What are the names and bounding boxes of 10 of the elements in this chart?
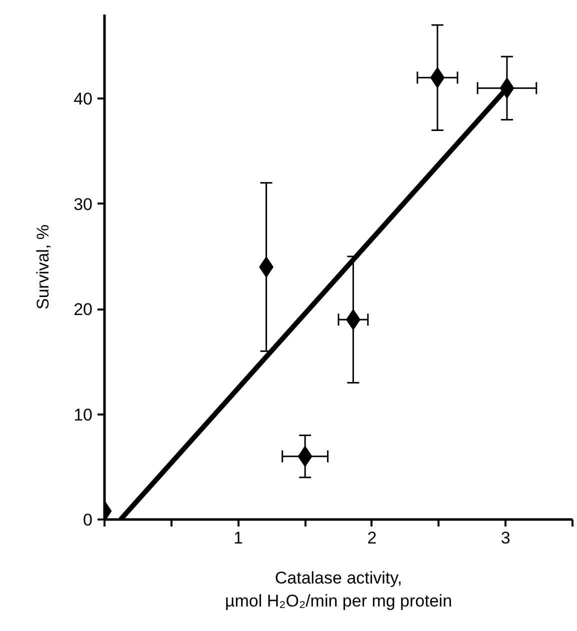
y-tick-label: 30 xyxy=(74,194,93,214)
y-axis-title: Survival, % xyxy=(34,224,53,310)
x-axis-title: Catalase activity, µmol H₂O₂/min per mg protein xyxy=(224,568,452,610)
y-tick-label: 10 xyxy=(74,405,93,424)
x-tick-label: 2 xyxy=(367,528,377,548)
x-tick-label: 3 xyxy=(500,528,510,548)
y-tick-label: 0 xyxy=(83,510,93,530)
y-tick-label: 40 xyxy=(74,90,93,109)
y-tick-label: 20 xyxy=(74,300,93,320)
x-tick-label: 1 xyxy=(233,528,243,548)
